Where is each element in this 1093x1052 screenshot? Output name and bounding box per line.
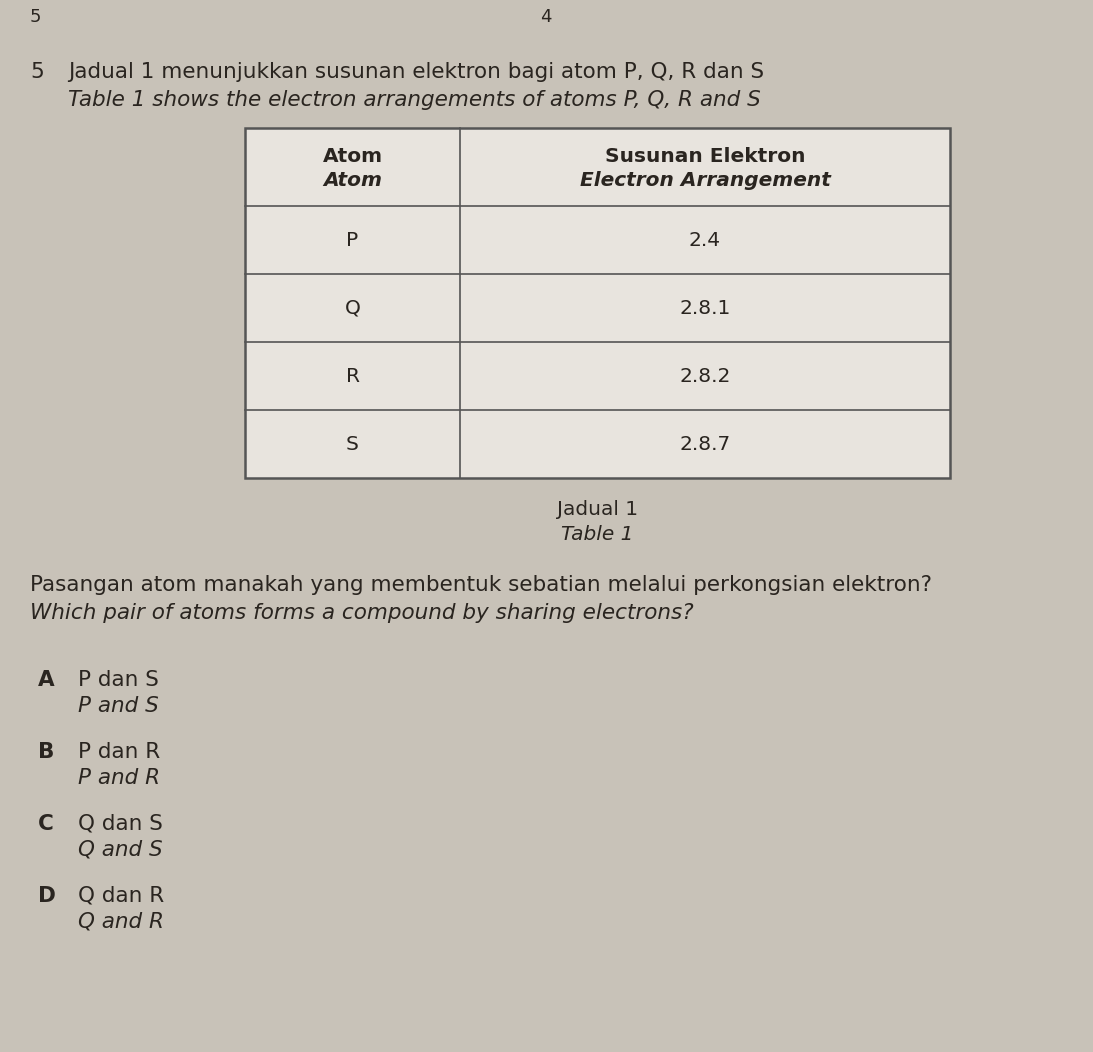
Text: Q and R: Q and R xyxy=(78,912,164,932)
Text: 5: 5 xyxy=(30,62,44,82)
Text: Q and S: Q and S xyxy=(78,839,163,859)
Text: Which pair of atoms forms a compound by sharing electrons?: Which pair of atoms forms a compound by … xyxy=(30,603,694,623)
Bar xyxy=(245,128,950,478)
Text: Jadual 1 menunjukkan susunan elektron bagi atom P, Q, R dan S: Jadual 1 menunjukkan susunan elektron ba… xyxy=(68,62,764,82)
Text: Q dan R: Q dan R xyxy=(78,886,164,906)
Bar xyxy=(245,128,950,478)
Text: 2.4: 2.4 xyxy=(689,230,721,249)
Text: Table 1: Table 1 xyxy=(562,525,634,544)
Text: A: A xyxy=(38,670,55,690)
Text: S: S xyxy=(346,434,359,453)
Text: Susunan Elektron: Susunan Elektron xyxy=(604,147,806,166)
Text: Electron Arrangement: Electron Arrangement xyxy=(579,171,831,190)
Text: 5: 5 xyxy=(30,8,42,26)
Text: P and S: P and S xyxy=(78,696,158,716)
Text: C: C xyxy=(38,814,54,834)
Text: P and R: P and R xyxy=(78,768,161,788)
Text: R: R xyxy=(345,366,360,385)
Text: Atom: Atom xyxy=(322,147,383,166)
Text: D: D xyxy=(38,886,56,906)
Text: 2.8.7: 2.8.7 xyxy=(680,434,730,453)
Text: P: P xyxy=(346,230,359,249)
Text: Pasangan atom manakah yang membentuk sebatian melalui perkongsian elektron?: Pasangan atom manakah yang membentuk seb… xyxy=(30,575,932,595)
Text: Q: Q xyxy=(344,299,361,318)
Text: Table 1 shows the electron arrangements of atoms P, Q, R and S: Table 1 shows the electron arrangements … xyxy=(68,90,761,110)
Text: B: B xyxy=(38,742,55,762)
Text: P dan S: P dan S xyxy=(78,670,158,690)
Text: 4: 4 xyxy=(540,8,552,26)
Text: 2.8.1: 2.8.1 xyxy=(680,299,731,318)
Text: Jadual 1: Jadual 1 xyxy=(557,500,638,519)
Text: Atom: Atom xyxy=(324,171,381,190)
Text: 2.8.2: 2.8.2 xyxy=(680,366,731,385)
Text: Q dan S: Q dan S xyxy=(78,814,163,834)
Text: P dan R: P dan R xyxy=(78,742,161,762)
